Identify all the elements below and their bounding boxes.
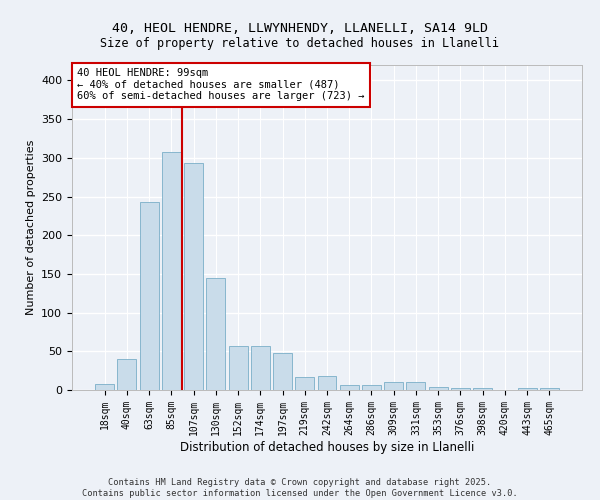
Text: Contains HM Land Registry data © Crown copyright and database right 2025.
Contai: Contains HM Land Registry data © Crown c… bbox=[82, 478, 518, 498]
Bar bbox=[251, 346, 270, 390]
Bar bbox=[118, 359, 136, 390]
Bar bbox=[295, 377, 314, 390]
Bar bbox=[429, 387, 448, 390]
Bar bbox=[229, 346, 248, 390]
Bar bbox=[406, 382, 425, 390]
Bar bbox=[451, 388, 470, 390]
Bar bbox=[95, 384, 114, 390]
Bar bbox=[140, 202, 158, 390]
Bar bbox=[540, 388, 559, 390]
Bar bbox=[340, 384, 359, 390]
Bar bbox=[317, 376, 337, 390]
Text: 40, HEOL HENDRE, LLWYNHENDY, LLANELLI, SA14 9LD: 40, HEOL HENDRE, LLWYNHENDY, LLANELLI, S… bbox=[112, 22, 488, 36]
Bar bbox=[273, 353, 292, 390]
Bar bbox=[162, 152, 181, 390]
Bar bbox=[473, 388, 492, 390]
Bar bbox=[206, 278, 225, 390]
Text: Size of property relative to detached houses in Llanelli: Size of property relative to detached ho… bbox=[101, 38, 499, 51]
Bar bbox=[184, 164, 203, 390]
Text: 40 HEOL HENDRE: 99sqm
← 40% of detached houses are smaller (487)
60% of semi-det: 40 HEOL HENDRE: 99sqm ← 40% of detached … bbox=[77, 68, 365, 102]
X-axis label: Distribution of detached houses by size in Llanelli: Distribution of detached houses by size … bbox=[180, 440, 474, 454]
Bar bbox=[518, 388, 536, 390]
Y-axis label: Number of detached properties: Number of detached properties bbox=[26, 140, 35, 315]
Bar bbox=[362, 384, 381, 390]
Bar bbox=[384, 382, 403, 390]
